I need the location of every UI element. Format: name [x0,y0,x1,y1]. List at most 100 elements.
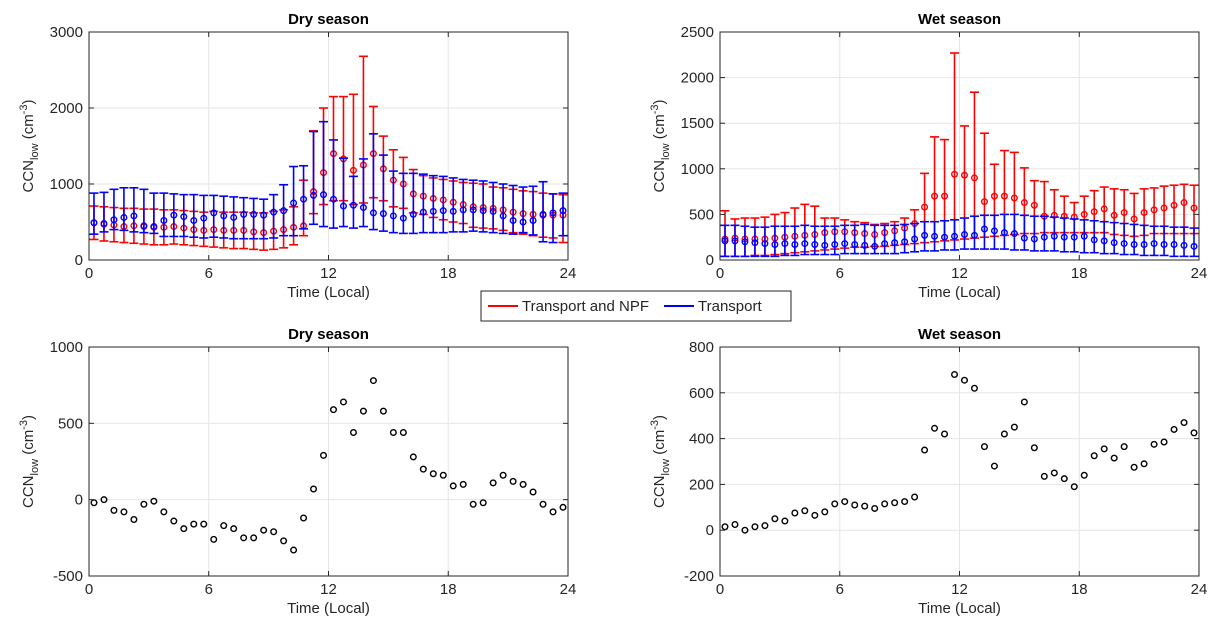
data-point [990,462,998,470]
data-point [941,233,949,241]
data-point [931,232,939,240]
data-point [741,526,749,534]
x-tick-label: 12 [951,581,968,598]
data-point [1090,208,1098,216]
data-point [1000,430,1008,438]
data-point [1110,239,1118,247]
data-point [469,500,477,508]
data-point [529,488,537,496]
data-point [931,424,939,432]
data-point [951,170,959,178]
x-tick-label: 0 [85,581,93,598]
y-axis-label-main: CCN [20,475,37,508]
data-point [230,213,238,221]
y-axis-label-main: CCN [20,160,37,193]
data-point [1080,210,1088,218]
data-point [761,240,769,248]
y-tick-label: -200 [684,568,714,585]
data-point [359,204,367,212]
data-point [110,506,118,514]
data-point [811,240,819,248]
data-point [559,503,567,511]
data-point [980,198,988,206]
x-tick-label: 6 [836,581,844,598]
data-point [921,446,929,454]
data-point [100,496,108,504]
data-point [1060,475,1068,483]
chart-title: Wet season [918,11,1001,28]
data-point [379,407,387,415]
data-point [130,516,138,524]
legend-label-transport: Transport [698,298,762,315]
data-point [339,398,347,406]
data-point [190,520,198,528]
data-point [1130,215,1138,223]
x-axis-label: Time (Local) [918,600,1001,617]
data-point [300,514,308,522]
x-tick-label: 6 [205,581,213,598]
data-point [549,508,557,516]
data-point [220,212,228,220]
data-point [409,210,417,218]
data-point [791,509,799,517]
data-point [469,206,477,214]
data-point [449,207,457,215]
y-axis-label-close: ) [651,415,668,420]
x-tick-label: 12 [320,581,337,598]
data-point [960,171,968,179]
data-point [751,523,759,531]
data-point [1150,240,1158,248]
data-point [1020,199,1028,207]
data-point [170,517,178,525]
data-point [110,216,118,224]
data-point [851,501,859,509]
data-point [831,240,839,248]
x-axis-label: Time (Local) [918,284,1001,301]
data-point [509,216,517,224]
data-point [429,470,437,478]
data-point [881,240,889,248]
data-point [1180,419,1188,427]
data-point [439,471,447,479]
x-axis-label: Time (Local) [287,600,370,617]
data-point [399,428,407,436]
y-tick-label: 1000 [50,176,83,193]
data-point [771,240,779,248]
data-point [210,535,218,543]
data-point [990,192,998,200]
data-point [270,528,278,536]
y-tick-label: 0 [706,252,714,269]
data-point [1080,232,1088,240]
data-point [479,207,487,215]
data-point [871,504,879,512]
data-point [1120,240,1128,248]
data-point [970,174,978,182]
data-point [1010,423,1018,431]
data-point [1050,232,1058,240]
y-tick-label: 3000 [50,24,83,41]
data-point [891,499,899,507]
data-point [489,479,497,487]
data-point [821,241,829,249]
data-point [1040,472,1048,480]
data-point [990,227,998,235]
data-point [519,480,527,488]
y-tick-label: 400 [689,431,714,448]
data-point [1160,438,1168,446]
data-point [459,480,467,488]
data-point [260,526,268,534]
data-point [1190,429,1198,437]
data-point [120,213,128,221]
x-tick-label: 0 [85,265,93,282]
x-tick-label: 0 [716,581,724,598]
data-point [529,216,537,224]
data-point [90,219,98,227]
data-point [359,407,367,415]
data-point [1120,443,1128,451]
data-point [731,237,739,245]
chart-panel-1: 0 6 12 18 24 0 1000 2000 3000 Dry season Time (Loc… [18,11,576,301]
y-axis-label-main: CCN [651,475,668,508]
data-point [230,525,238,533]
